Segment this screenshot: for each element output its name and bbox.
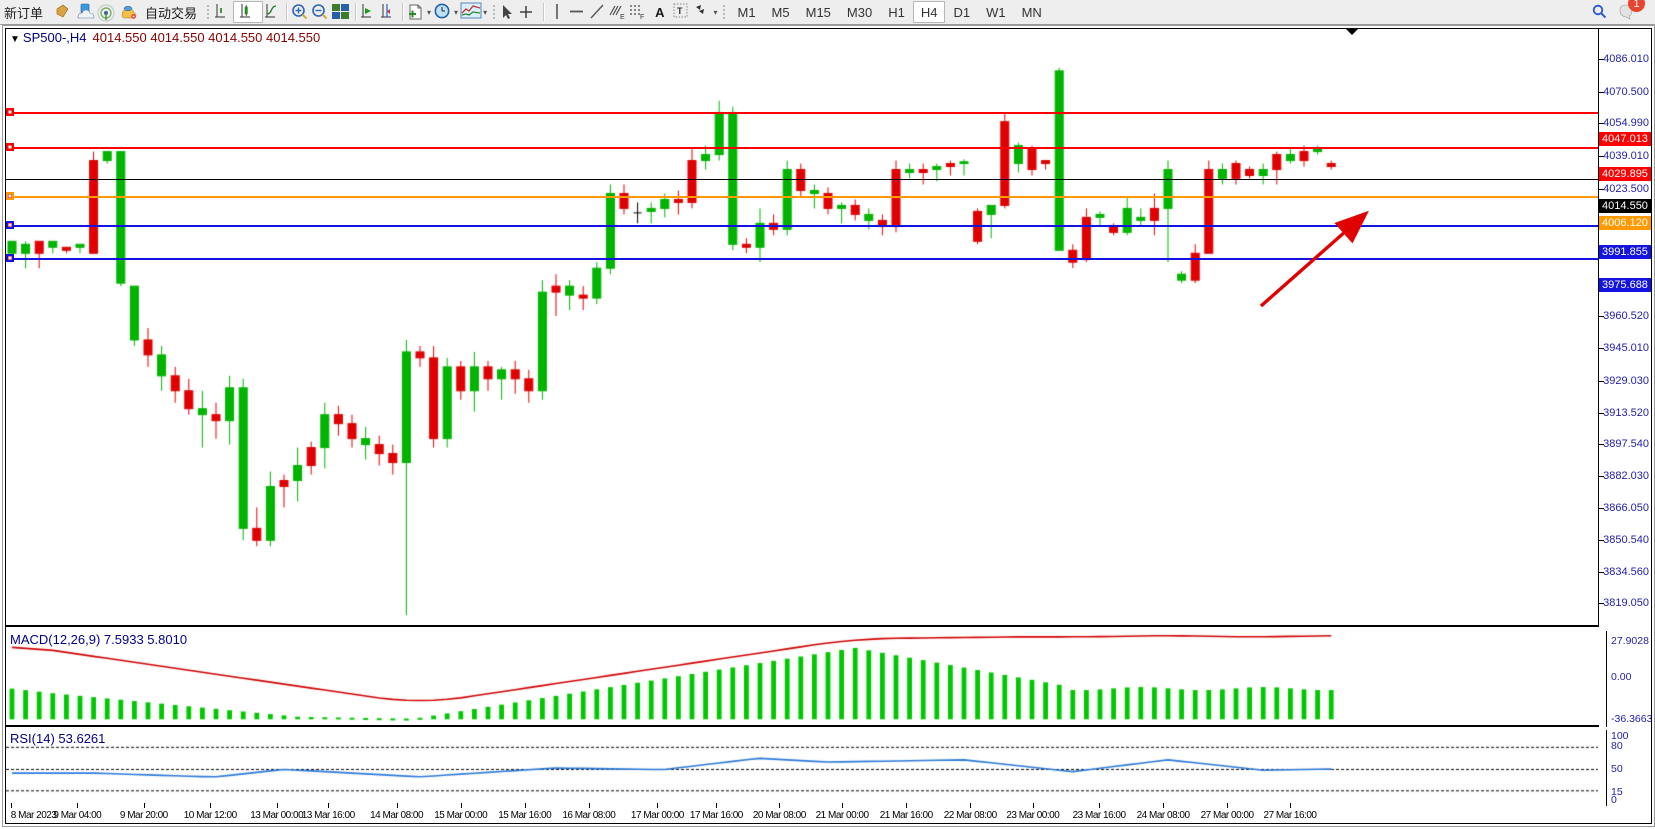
- svg-text:T: T: [677, 6, 683, 16]
- svg-text:F: F: [640, 14, 644, 21]
- svg-text:E: E: [620, 14, 625, 21]
